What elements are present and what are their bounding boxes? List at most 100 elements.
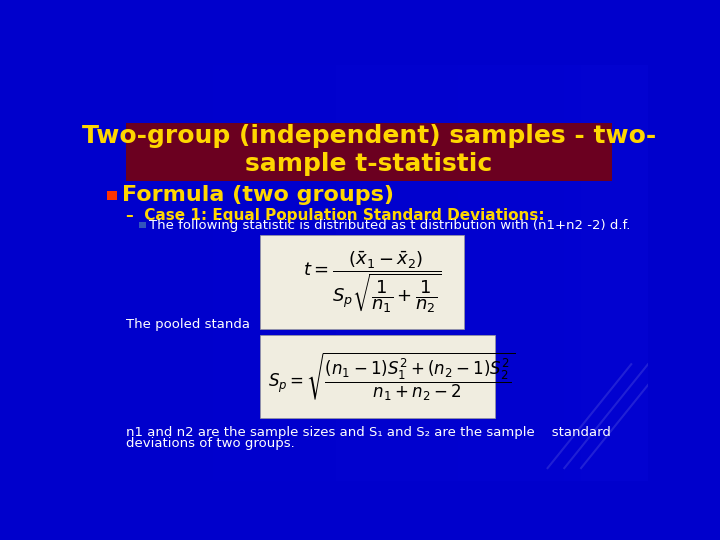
Text: –  Case 1: Equal Population Standard Deviations:: – Case 1: Equal Population Standard Devi… <box>126 208 545 223</box>
Bar <box>185 65 191 481</box>
Bar <box>230 65 235 481</box>
Bar <box>168 65 174 481</box>
Bar <box>598 65 603 481</box>
Bar <box>274 65 279 481</box>
Bar <box>139 222 145 228</box>
Bar <box>431 65 436 481</box>
Bar <box>508 65 514 481</box>
Bar <box>402 65 408 481</box>
Bar <box>202 65 207 481</box>
Bar <box>419 65 425 481</box>
Bar <box>603 65 609 481</box>
Bar <box>352 65 358 481</box>
Bar <box>341 65 347 481</box>
Bar <box>129 65 135 481</box>
Bar <box>397 65 402 481</box>
Bar <box>492 65 498 481</box>
Text: The following statistic is distributed as t distribution with (n1+n2 -2) d.f.: The following statistic is distributed a… <box>149 219 631 232</box>
Bar <box>330 65 336 481</box>
Bar <box>642 65 648 481</box>
Bar <box>213 65 218 481</box>
Bar <box>196 65 202 481</box>
Bar <box>392 65 397 481</box>
Bar <box>218 65 224 481</box>
Bar <box>126 123 612 181</box>
Bar <box>464 65 469 481</box>
Bar <box>124 65 129 481</box>
Bar <box>547 65 553 481</box>
Bar <box>107 65 112 481</box>
Bar <box>436 65 441 481</box>
Bar <box>536 65 542 481</box>
Bar <box>90 65 96 481</box>
Bar <box>174 65 179 481</box>
Bar <box>447 65 453 481</box>
Bar <box>364 65 369 481</box>
Bar <box>313 65 319 481</box>
Bar <box>260 335 495 418</box>
Bar <box>542 65 548 481</box>
Bar <box>498 65 503 481</box>
Bar <box>620 65 626 481</box>
Bar <box>453 65 458 481</box>
Bar <box>107 191 117 200</box>
Bar <box>408 65 413 481</box>
Text: $t = \dfrac{(\bar{x}_1 - \bar{x}_2)}{S_p\sqrt{\dfrac{1}{n_1} + \dfrac{1}{n_2}}}$: $t = \dfrac{(\bar{x}_1 - \bar{x}_2)}{S_p… <box>302 249 441 315</box>
Bar <box>336 65 341 481</box>
Bar <box>157 65 163 481</box>
Bar <box>581 65 587 481</box>
Bar <box>324 65 330 481</box>
Bar <box>587 65 593 481</box>
Bar <box>369 65 374 481</box>
Bar <box>135 65 140 481</box>
Bar <box>285 65 291 481</box>
Bar <box>260 235 464 329</box>
Bar <box>374 65 380 481</box>
Bar <box>307 65 313 481</box>
Bar <box>626 65 631 481</box>
Bar <box>302 65 307 481</box>
Bar <box>514 65 520 481</box>
Bar <box>486 65 492 481</box>
Bar <box>609 65 615 481</box>
Bar <box>413 65 419 481</box>
Bar <box>145 65 151 481</box>
Bar <box>179 65 185 481</box>
Text: n1 and n2 are the sample sizes and S₁ and S₂ are the sample    standard: n1 and n2 are the sample sizes and S₁ an… <box>126 426 611 439</box>
Bar <box>475 65 481 481</box>
Bar <box>240 65 246 481</box>
Text: $S_p = \sqrt{\dfrac{(n_1-1)S_1^2 + (n_2-1)S_2^2}{n_1 + n_2 - 2}}$: $S_p = \sqrt{\dfrac{(n_1-1)S_1^2 + (n_2-… <box>268 350 516 403</box>
Bar <box>190 65 196 481</box>
Bar <box>553 65 559 481</box>
Bar <box>386 65 392 481</box>
Bar <box>263 65 269 481</box>
Bar <box>235 65 240 481</box>
Bar <box>118 65 124 481</box>
Bar <box>207 65 213 481</box>
Bar <box>526 65 531 481</box>
Bar <box>559 65 564 481</box>
Text: deviations of two groups.: deviations of two groups. <box>126 437 295 450</box>
Text: The pooled standa: The pooled standa <box>126 318 251 331</box>
Bar <box>531 65 536 481</box>
Bar <box>280 65 285 481</box>
Bar <box>631 65 637 481</box>
Bar <box>112 65 118 481</box>
Bar <box>469 65 475 481</box>
Bar <box>246 65 252 481</box>
Bar <box>520 65 526 481</box>
Bar <box>96 65 101 481</box>
Bar <box>252 65 258 481</box>
Bar <box>425 65 431 481</box>
Bar <box>564 65 570 481</box>
Bar <box>151 65 157 481</box>
Bar <box>570 65 575 481</box>
Text: Two-group (independent) samples - two-
sample t-statistic: Two-group (independent) samples - two- s… <box>82 124 656 176</box>
Bar <box>380 65 386 481</box>
Bar <box>163 65 168 481</box>
Bar <box>101 65 107 481</box>
Bar <box>441 65 447 481</box>
Bar <box>637 65 642 481</box>
Bar <box>358 65 364 481</box>
Bar <box>347 65 352 481</box>
